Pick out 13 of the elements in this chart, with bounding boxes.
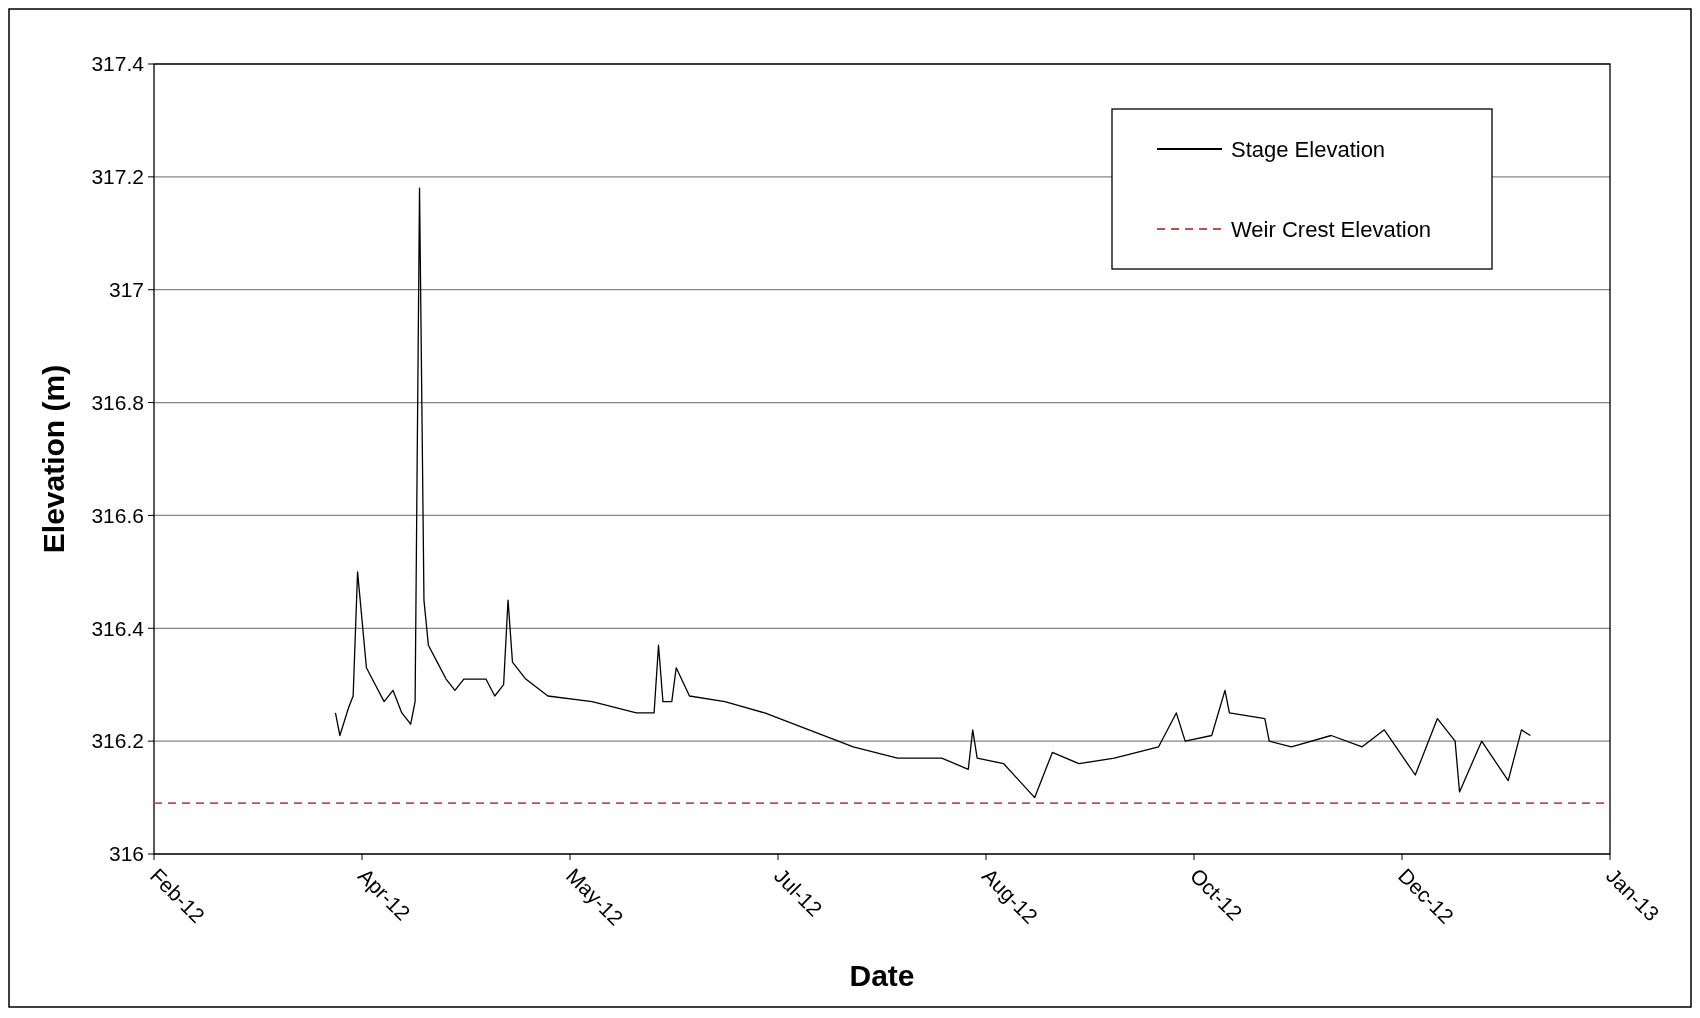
line-series bbox=[334, 187, 1531, 799]
y-tick-label: 317.2 bbox=[91, 165, 144, 189]
y-tick-label: 316.6 bbox=[91, 503, 144, 527]
y-tick-label: 316.2 bbox=[91, 729, 144, 753]
y-tick-label: 316.4 bbox=[91, 616, 145, 640]
legend-label: Stage Elevation bbox=[1231, 136, 1386, 162]
y-axis-title: Elevation (m) bbox=[37, 364, 70, 554]
y-tick-label: 317 bbox=[108, 278, 144, 302]
y-tick-label: 316.8 bbox=[91, 390, 144, 414]
y-tick-label: 317.4 bbox=[91, 52, 145, 76]
y-tick-label: 316 bbox=[108, 842, 144, 866]
legend-label: Weir Crest Elevation bbox=[1231, 216, 1432, 242]
x-axis-title: Date bbox=[849, 959, 915, 992]
